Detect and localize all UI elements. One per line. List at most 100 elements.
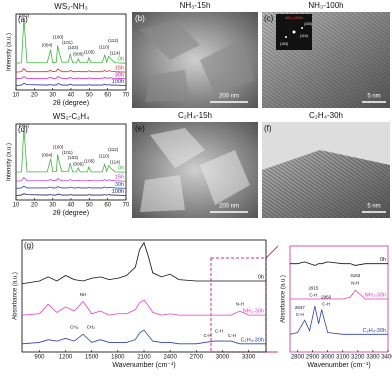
x-tick-label: 2800 [291,355,305,361]
annotation: CH₂ [87,325,95,330]
series-line [15,82,127,86]
annotation: (006) [73,51,84,56]
panel-label: (g) [24,241,34,250]
x-tick-label: 3200 [351,355,365,361]
series-line [21,299,266,316]
x-tick-label: 30 [49,203,56,209]
series-line [289,305,388,335]
panel-label: (e) [135,124,145,133]
y-axis-label: Intensity (a.u.) [7,143,13,181]
image-title: C₂H₄-15h [178,111,212,120]
series-label: C₂H₄-30h [241,337,264,343]
series-label: 15h [115,175,124,181]
series-label: NH₃-30h [243,309,264,315]
spot-label: (110) [300,34,308,38]
annotation: C-H [228,333,236,338]
series-label: 15h [115,66,124,72]
annotation: (100) [53,144,64,149]
x-tick-label: 60 [104,93,111,99]
chart-title: WS₂-NH₃ [54,2,87,11]
annotation: (112) [108,147,119,152]
sem-image [132,12,258,108]
annotation: C-H [309,293,317,298]
x-axis-label: 2θ (degree) [53,100,89,107]
inset-title: NH₃-100h [285,15,303,20]
x-tick-label: 3000 [216,355,230,361]
panel-label: (c) [264,14,274,23]
annotation: (103) [68,155,79,160]
annotation: 2847 [295,305,306,310]
annotation: (101) [62,150,73,155]
x-tick-label: 1200 [59,355,73,361]
series-line [21,241,266,285]
annotation: (110) [99,153,110,158]
x-tick-label: 1500 [85,355,99,361]
series-label: 0h [118,166,124,172]
image-title: NH₃-100h [308,1,343,10]
y-axis-label: Absorbance (a.u.) [13,272,19,320]
tem-image [262,12,390,108]
spot-label: (103) [280,42,288,46]
annotation: C-H [215,329,223,334]
image-title: C₂H₄-30h [309,111,343,120]
x-tick-label: 70 [123,203,130,209]
x-tick-label: 50 [86,93,93,99]
series-line [15,128,127,173]
annotation: (101) [62,40,73,45]
x-axis-label: 2θ (degree) [53,210,89,217]
series-line [15,185,127,189]
x-tick-label: 3300 [242,355,256,361]
annotation: 3183 [350,273,361,278]
x-tick-label: 70 [123,93,130,99]
x-tick-label: 40 [68,203,75,209]
annotation: C-H [296,312,304,317]
y-axis-label: Absorbance (a.u.) [281,275,287,323]
series-label: 30h [115,72,124,78]
scale-bar-label: 5 nm [367,94,380,100]
scale-bar-label: 200 nm [219,94,239,100]
series-label: 0h [258,274,264,280]
annotation: (002) [19,13,30,18]
x-tick-label: 3100 [336,355,350,361]
tem-image [262,122,390,218]
chart-title: WS₂-C₂H₄ [53,112,90,121]
x-tick-label: 50 [86,203,93,209]
panel-label: (d) [18,125,28,134]
series-line [290,261,388,266]
x-tick-label: 10 [13,203,20,209]
annotation: (105) [84,50,95,55]
image-title: NH₃-15h [180,1,211,10]
annotation: 2915 [308,286,319,291]
x-axis-label: Wavenumber (cm⁻¹) [307,362,370,369]
annotation: N-H [236,301,244,306]
annotation: N-H [351,280,359,285]
annotation: (114) [110,160,121,165]
x-axis-label: Wavenumber (cm⁻¹) [112,362,175,369]
annotation: (112) [108,38,119,43]
x-tick-label: 30 [49,93,56,99]
x-tick-label: 10 [13,93,20,99]
y-axis-label: Intensity (a.u.) [7,33,13,71]
annotation: C-H [322,301,330,306]
x-tick-label: 1800 [111,355,125,361]
spot-label: (100) [304,22,312,26]
x-tick-label: 2100 [137,355,151,361]
x-tick-label: 3300 [366,355,380,361]
annotation: (006) [73,161,84,166]
series-label: 100h [112,189,124,195]
annotation: NH [80,292,87,297]
x-tick-label: 3000 [321,355,335,361]
series-label: 0h [118,57,124,63]
series-label: 0h [380,257,386,263]
series-label: 100h [112,79,124,85]
panel-label: (b) [135,14,145,23]
series-line [15,67,127,73]
series-line [15,18,127,64]
annotation: C-H [204,333,212,338]
x-tick-label: 900 [34,355,45,361]
x-tick-label: 60 [104,203,111,209]
series-label: C₂H₄-30h [363,328,386,334]
annotation: (105) [84,159,95,164]
x-tick-label: 2900 [306,355,320,361]
annotation: 2960 [321,294,332,299]
